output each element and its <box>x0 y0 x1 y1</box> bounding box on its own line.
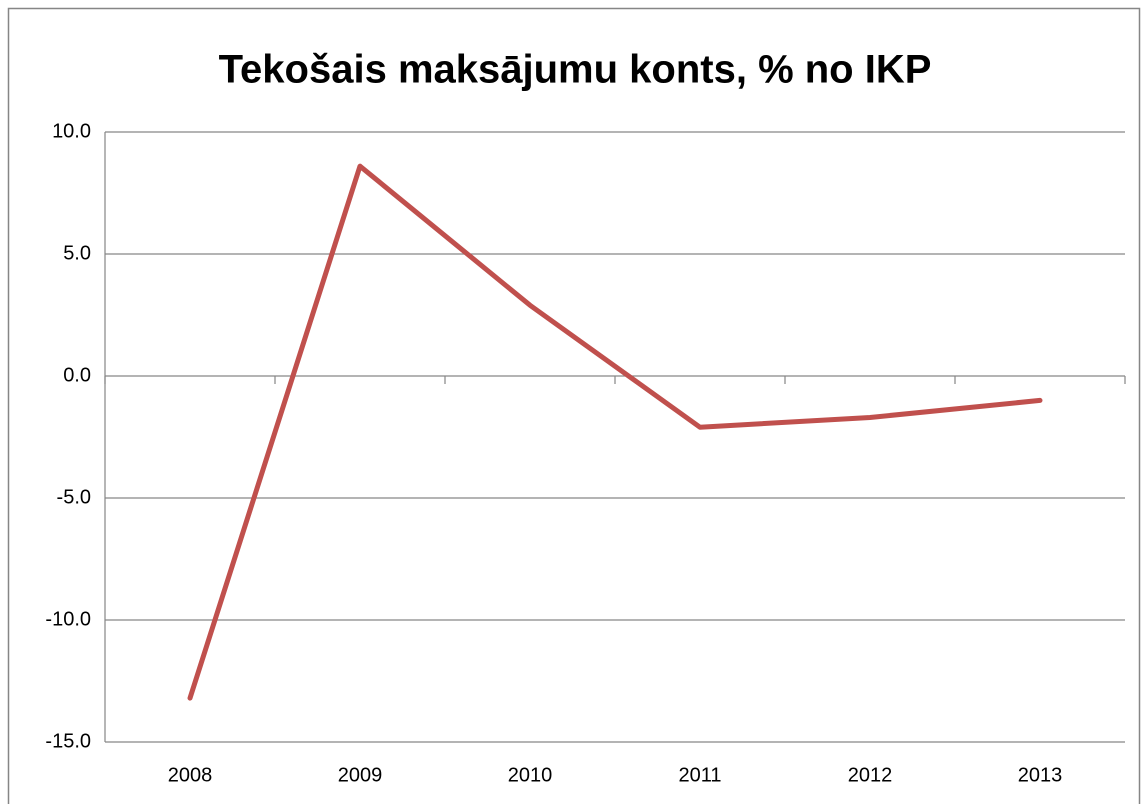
x-tick-label: 2009 <box>338 764 383 786</box>
y-tick-label: -5.0 <box>57 486 91 508</box>
x-tick-label: 2008 <box>168 764 213 786</box>
x-tick-label: 2011 <box>678 764 721 786</box>
data-line <box>187 163 1043 701</box>
x-tick-label: 2010 <box>508 764 553 786</box>
y-tick-label: -15.0 <box>45 730 91 752</box>
y-tick-label: 5.0 <box>63 242 91 264</box>
y-tick-label: -10.0 <box>45 608 91 630</box>
x-tick-label: 2012 <box>848 764 893 786</box>
chart-title: Tekošais maksājumu konts, % no IKP <box>219 48 932 92</box>
y-tick-label: 10.0 <box>52 120 91 142</box>
x-tick-label: 2013 <box>1018 764 1063 786</box>
y-tick-label: 0.0 <box>63 364 91 386</box>
